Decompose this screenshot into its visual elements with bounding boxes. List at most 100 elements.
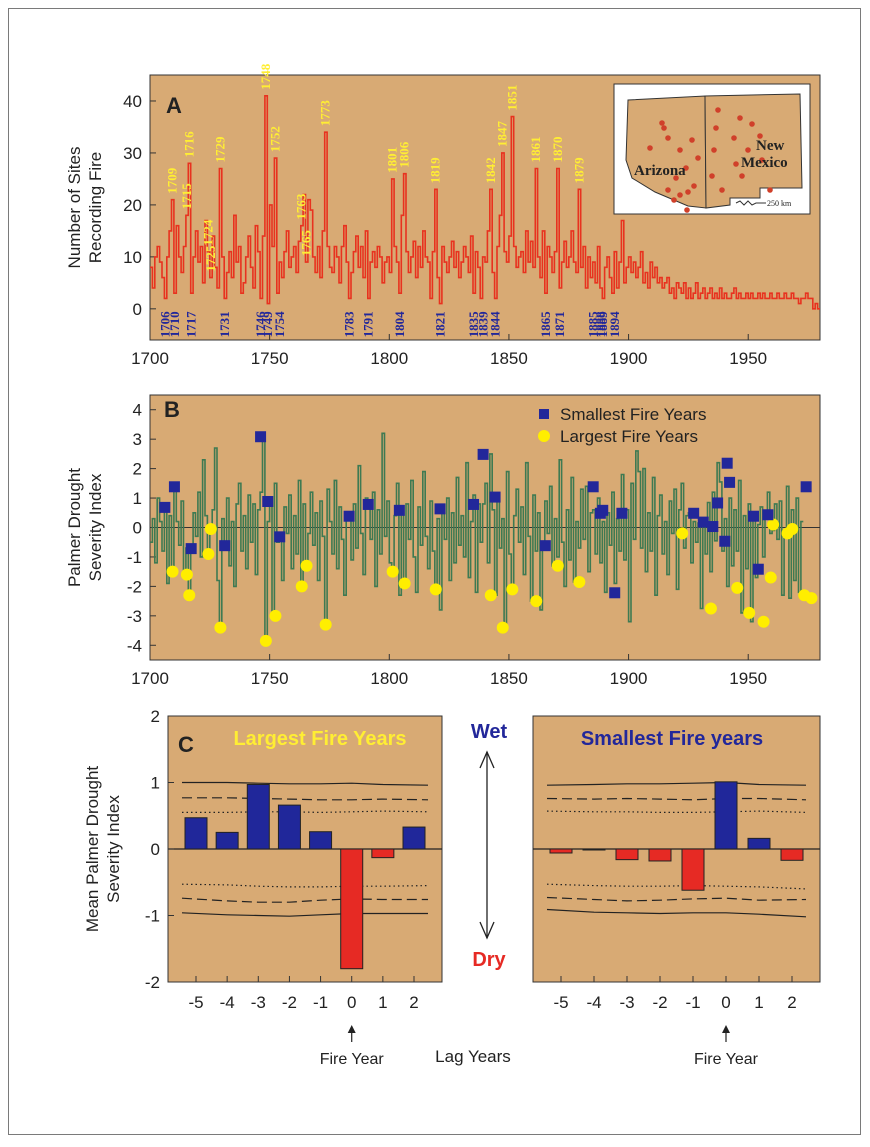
largest-fire-year-marker bbox=[767, 518, 780, 531]
large-fire-year-label: 1709 bbox=[165, 167, 180, 194]
fire-year-label: Fire Year bbox=[694, 1051, 759, 1068]
large-fire-year-label: 1748 bbox=[258, 63, 273, 90]
lag-year-bar bbox=[309, 831, 333, 850]
new-mexico-shape bbox=[704, 93, 803, 209]
large-fire-year-label: 1729 bbox=[212, 136, 227, 163]
largest-fire-year-marker bbox=[166, 565, 179, 578]
smallest-fire-year-marker bbox=[393, 504, 405, 516]
panel-c-ytick-label: 0 bbox=[151, 840, 160, 859]
fire-site-dot bbox=[739, 173, 745, 179]
lag-year-bar bbox=[371, 848, 395, 859]
confidence-band-solid-upper bbox=[546, 781, 807, 786]
smallest-fire-year-marker bbox=[168, 481, 180, 493]
smallest-fire-year-marker bbox=[800, 481, 812, 493]
fire-site-dot bbox=[733, 161, 739, 167]
smallest-fire-year-marker bbox=[688, 507, 700, 519]
smallest-fire-year-marker bbox=[262, 496, 274, 507]
largest-fire-year-marker bbox=[202, 548, 215, 560]
smallest-fire-year-marker bbox=[597, 504, 609, 516]
fire-site-dot bbox=[709, 173, 715, 179]
fire-site-dot bbox=[683, 165, 689, 171]
smallest-fire-year-marker bbox=[712, 497, 724, 509]
lag-year-bar bbox=[277, 804, 301, 850]
largest-fire-year-marker bbox=[551, 559, 564, 572]
panel-c-ytick-label: -2 bbox=[145, 973, 160, 992]
lag-year-bar bbox=[184, 817, 208, 850]
panel-a-xtick-label: 1750 bbox=[251, 349, 289, 368]
fire-year-arrowhead bbox=[722, 1025, 730, 1033]
panel-b-xtick-label: 1750 bbox=[251, 669, 289, 688]
large-fire-year-label: 1806 bbox=[397, 141, 412, 168]
confidence-band-dash-lower bbox=[181, 897, 428, 903]
smallest-fire-year-marker bbox=[159, 501, 171, 513]
panel-b-ytick-label: -3 bbox=[127, 607, 142, 626]
panel-c-ylabel-line2: Severity Index bbox=[104, 795, 123, 903]
smallest-fire-year-marker bbox=[707, 521, 719, 533]
dry-label: Dry bbox=[472, 949, 506, 971]
largest-fire-year-marker bbox=[506, 583, 519, 596]
largest-fire-year-marker bbox=[319, 618, 332, 631]
confidence-band-solid-lower bbox=[546, 908, 807, 918]
largest-fire-year-marker bbox=[484, 589, 497, 602]
fire-site-dot bbox=[731, 135, 737, 141]
small-fire-year-label: 1731 bbox=[217, 311, 232, 337]
lag-year-bar bbox=[549, 848, 573, 854]
fire-sites-series-line bbox=[150, 95, 820, 310]
large-fire-year-label: 1851 bbox=[504, 85, 519, 111]
confidence-band-dash-upper bbox=[546, 797, 807, 801]
small-fire-year-label: 1706 bbox=[157, 311, 172, 338]
small-fire-year-label: 1717 bbox=[184, 311, 199, 338]
panel-b-ylabel-line1: Palmer Drought bbox=[65, 468, 84, 587]
panel-c-ytick-label: 1 bbox=[151, 774, 160, 793]
panel-c-letter: C bbox=[178, 732, 194, 757]
panel-c-title: Largest Fire Years bbox=[233, 728, 406, 750]
small-fire-year-label: 1888 bbox=[593, 311, 608, 338]
panel-b-ytick-label: 4 bbox=[133, 401, 142, 420]
smallest-fire-year-marker bbox=[762, 509, 774, 521]
smallest-fire-year-marker bbox=[434, 503, 446, 515]
large-fire-year-label: 1870 bbox=[550, 137, 565, 163]
largest-fire-year-marker bbox=[704, 602, 717, 615]
lag-year-tick-label: -4 bbox=[220, 993, 235, 1012]
lag-year-bar bbox=[402, 826, 426, 850]
fire-site-dot bbox=[715, 107, 721, 113]
fire-site-dot bbox=[684, 207, 690, 213]
fire-site-dot bbox=[671, 197, 677, 203]
panel-b-ytick-label: -4 bbox=[127, 636, 142, 655]
panel-a-ylabel-line1: Number of Sites bbox=[65, 147, 84, 269]
wet-arrowhead bbox=[479, 750, 495, 769]
largest-fire-year-marker bbox=[764, 571, 777, 584]
largest-fire-year-marker bbox=[429, 583, 442, 596]
fire-site-dot bbox=[665, 187, 671, 193]
fire-site-dot bbox=[665, 135, 671, 141]
lag-year-bar bbox=[714, 781, 738, 850]
smallest-fire-year-marker bbox=[616, 507, 628, 519]
panel-a-xtick-label: 1850 bbox=[490, 349, 528, 368]
panel-a-ylabel-line2: Recording Fire bbox=[86, 152, 105, 264]
smallest-fire-year-marker bbox=[343, 510, 355, 522]
large-fire-year-label: 1725 bbox=[203, 245, 218, 272]
legend-smallest-marker bbox=[539, 409, 549, 419]
smallest-fire-year-marker bbox=[752, 563, 764, 575]
large-fire-year-label: 1801 bbox=[385, 147, 400, 173]
lag-year-tick-label: -5 bbox=[188, 993, 203, 1012]
lag-years-label: Lag Years bbox=[435, 1047, 511, 1066]
largest-fire-year-marker bbox=[386, 565, 399, 578]
lag-year-tick-label: -2 bbox=[282, 993, 297, 1012]
largest-fire-year-marker bbox=[757, 615, 770, 628]
panel-c-ylabel: Mean Palmer Drought Severity Index bbox=[83, 766, 123, 933]
largest-fire-year-marker bbox=[743, 606, 756, 619]
fire-year-arrowhead bbox=[347, 1025, 356, 1033]
largest-fire-year-marker bbox=[295, 580, 308, 593]
lag-year-tick-label: 0 bbox=[721, 993, 730, 1012]
fire-site-dot bbox=[745, 147, 751, 153]
arizona-label: Arizona bbox=[634, 163, 686, 179]
panel-b-xtick-label: 1800 bbox=[370, 669, 408, 688]
panel-b-ytick-label: -2 bbox=[127, 577, 142, 596]
fire-site-dot bbox=[719, 187, 725, 193]
large-fire-year-label: 1765 bbox=[299, 230, 314, 257]
fire-site-dot bbox=[695, 155, 701, 161]
small-fire-year-label: 1791 bbox=[361, 311, 376, 337]
lag-year-tick-label: -1 bbox=[685, 993, 700, 1012]
